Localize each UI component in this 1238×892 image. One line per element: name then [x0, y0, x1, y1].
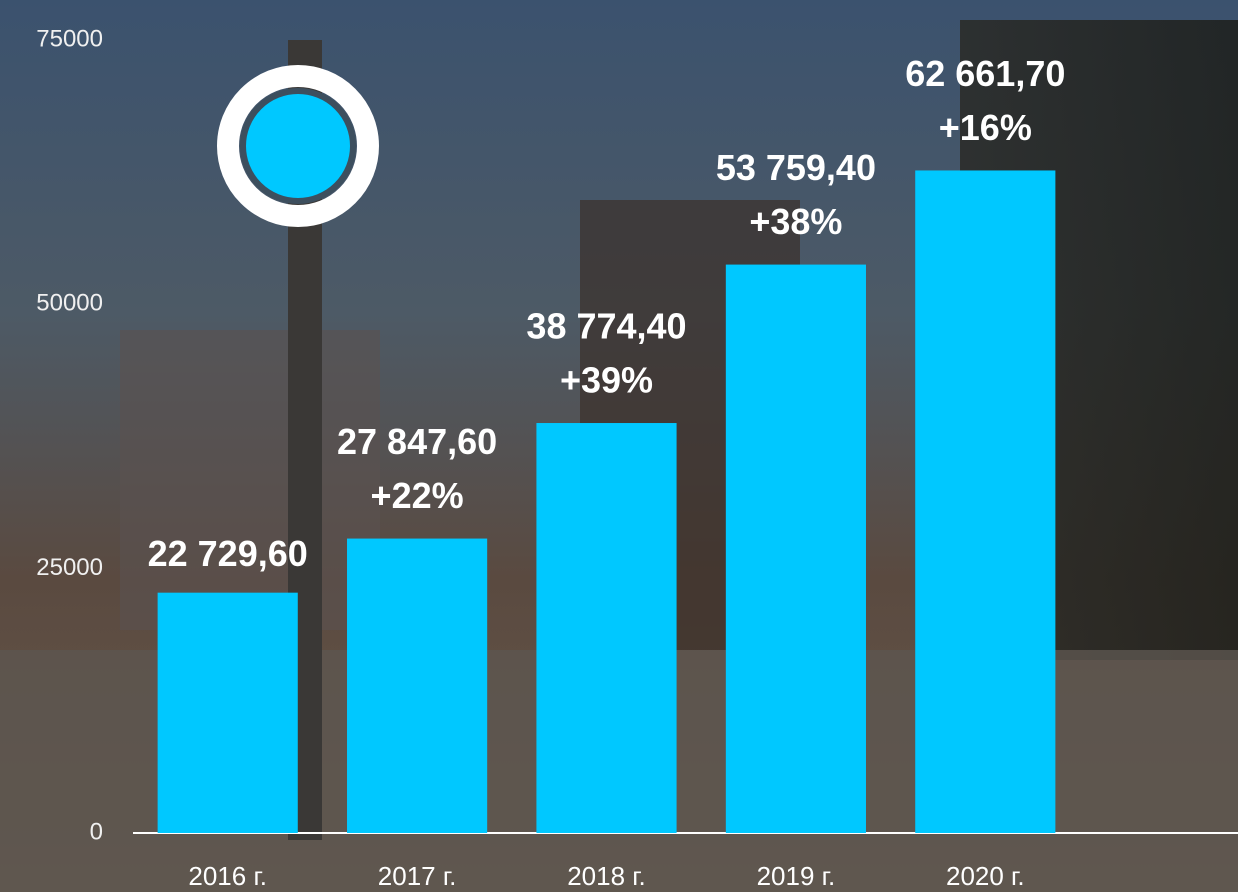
value-label: 62 661,70 — [905, 53, 1065, 94]
bar — [726, 265, 866, 833]
growth-label: +38% — [749, 201, 842, 242]
value-label: 38 774,40 — [526, 306, 686, 347]
building — [120, 330, 380, 630]
bar — [536, 423, 676, 833]
growth-label: +22% — [371, 475, 464, 516]
x-tick-label: 2018 г. — [567, 861, 646, 891]
value-label: 53 759,40 — [716, 147, 876, 188]
growth-label: +39% — [560, 360, 653, 401]
y-tick-label: 25000 — [36, 554, 103, 581]
y-tick-label: 50000 — [36, 290, 103, 317]
x-tick-label: 2016 г. — [188, 861, 267, 891]
bar — [158, 593, 298, 833]
bar — [915, 170, 1055, 833]
x-tick-label: 2020 г. — [946, 861, 1025, 891]
growth-label: +16% — [939, 107, 1032, 148]
value-label: 27 847,60 — [337, 421, 497, 462]
y-tick-label: 0 — [90, 818, 103, 845]
x-tick-label: 2017 г. — [378, 861, 457, 891]
x-tick-label: 2019 г. — [757, 861, 836, 891]
y-tick-label: 75000 — [36, 25, 103, 52]
bar — [347, 539, 487, 833]
decoration-dot — [243, 91, 353, 201]
value-label: 22 729,60 — [148, 533, 308, 574]
chart: 0 25000 50000 75000 2016 г. 22 729,60 2017 г. 2… — [0, 0, 1238, 892]
